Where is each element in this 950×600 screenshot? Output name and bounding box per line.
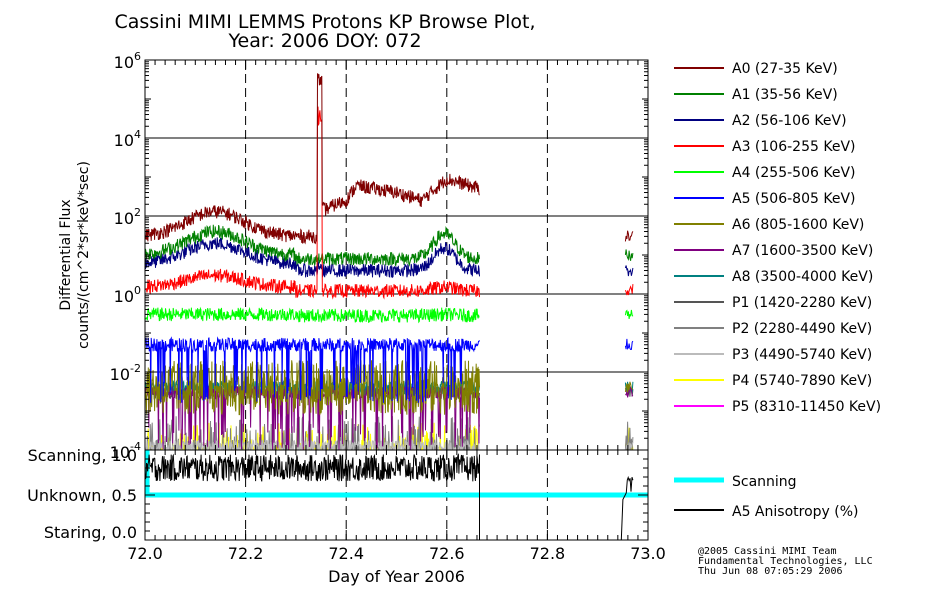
chart-title-line-2: Year: 2006 DOY: 072: [228, 30, 422, 52]
legend-label: P2 (2280-4490 KeV): [732, 321, 872, 337]
legend-label: P1 (1420-2280 KeV): [732, 295, 872, 311]
legend-label: A8 (3500-4000 KeV): [732, 269, 873, 285]
series-line-a4: [145, 306, 634, 324]
y2-tick-label: Unknown, 0.5: [27, 486, 137, 505]
anisotropy-line: [145, 453, 634, 540]
legend-label: A2 (56-106 KeV): [732, 113, 847, 129]
series-line-a5: [145, 336, 634, 403]
legend-label: A3 (106-255 KeV): [732, 139, 855, 155]
legend-label: A5 (506-805 KeV): [732, 191, 855, 207]
x-tick-label: 72.6: [429, 544, 465, 563]
credit-line-3: Thu Jun 08 07:05:29 2006: [698, 566, 843, 577]
x-tick-label: 72.8: [530, 544, 566, 563]
legend-label: A0 (27-35 KeV): [732, 61, 838, 77]
chart-title-line-1: Cassini MIMI LEMMS Protons KP Browse Plo…: [114, 11, 536, 33]
legend-label: A1 (35-56 KeV): [732, 87, 838, 103]
series-line-a0: [145, 73, 634, 245]
y2-tick-label: Staring, 0.0: [44, 523, 137, 542]
top-series-group: [145, 73, 634, 450]
y-tick-label: 102: [114, 206, 141, 228]
legend-label: P5 (8310-11450 KeV): [732, 399, 881, 415]
legend-label: P3 (4490-5740 KeV): [732, 347, 872, 363]
y-axis-unit-label: counts/(cm^2*sr*keV*sec): [76, 161, 92, 349]
bottom-series-group: [145, 450, 648, 540]
x-axis-label: Day of Year 2006: [328, 567, 465, 586]
credit-line-1: @2005 Cassini MIMI Team: [698, 546, 837, 557]
y-tick-label: 10-2: [110, 362, 141, 384]
legend-label: P4 (5740-7890 KeV): [732, 373, 872, 389]
legend-label-anisotropy: A5 Anisotropy (%): [732, 504, 859, 520]
y-tick-label: 100: [114, 284, 141, 306]
y-tick-label: 104: [114, 128, 141, 150]
series-line-a1: [145, 224, 634, 267]
legend-label: A6 (805-1600 KeV): [732, 217, 864, 233]
legend-label: A4 (255-506 KeV): [732, 165, 855, 181]
legend-label-scanning: Scanning: [732, 474, 797, 490]
legend-label: A7 (1600-3500 KeV): [732, 243, 873, 259]
x-tick-label: 72.2: [228, 544, 264, 563]
y2-tick-label: Scanning, 1.0: [28, 446, 137, 465]
x-tick-label: 72.0: [127, 544, 163, 563]
x-tick-label: 72.4: [328, 544, 364, 563]
series-line-a6: [145, 360, 633, 416]
series-line-a3: [145, 106, 634, 300]
y-tick-label: 106: [114, 50, 141, 72]
credit-line-2: Fundamental Technologies, LLC: [698, 556, 873, 567]
y-tick-label: 10-4: [110, 440, 141, 462]
x-tick-label: 73.0: [630, 544, 666, 563]
y-axis-label: Differential Flux: [58, 199, 74, 310]
